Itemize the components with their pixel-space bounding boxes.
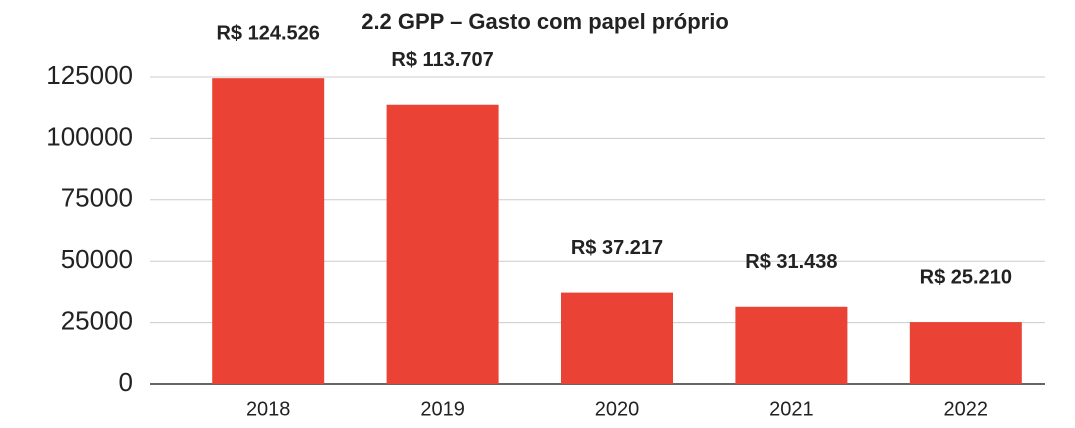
- x-tick-label: 2019: [420, 398, 465, 420]
- bar: [735, 306, 848, 384]
- bar: [909, 322, 1022, 384]
- data-label: R$ 124.526: [216, 22, 319, 44]
- x-tick-label: 2022: [944, 398, 989, 420]
- data-label: R$ 25.210: [920, 266, 1012, 288]
- y-tick-label: 50000: [61, 244, 133, 274]
- y-tick-label: 75000: [61, 183, 133, 213]
- chart-title: 2.2 GPP – Gasto com papel próprio: [361, 9, 729, 34]
- bar: [561, 292, 673, 384]
- y-tick-label: 100000: [46, 121, 133, 151]
- y-tick-label: 125000: [46, 60, 133, 90]
- x-tick-label: 2018: [246, 398, 291, 420]
- bar: [212, 78, 325, 384]
- x-tick-label: 2021: [769, 398, 814, 420]
- data-label: R$ 113.707: [391, 49, 493, 71]
- y-tick-label: 0: [119, 367, 133, 397]
- x-tick-label: 2020: [595, 398, 640, 420]
- data-label: R$ 37.217: [571, 237, 663, 259]
- data-label: R$ 31.438: [745, 251, 837, 273]
- bar: [386, 104, 499, 385]
- y-tick-label: 25000: [61, 305, 133, 335]
